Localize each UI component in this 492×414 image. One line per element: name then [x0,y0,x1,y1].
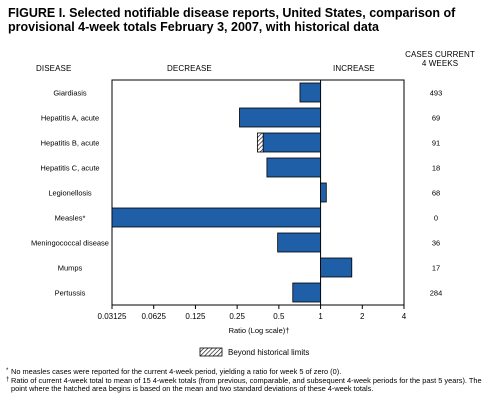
disease-label: Hepatitis C, acute [40,164,99,173]
x-tick-label: 0.25 [229,312,245,321]
disease-label: Legionellosis [48,189,92,198]
cases-count: 68 [432,189,440,198]
footnote-mark: † [6,376,10,383]
disease-label: Measles* [55,214,86,223]
legend-hatch-swatch [199,347,223,357]
x-tick-label: 2 [360,312,365,321]
cases-header-line2: 4 WEEKS [421,59,459,68]
x-tick-label: 0.0625 [141,312,166,321]
disease-label: Mumps [58,264,83,273]
bar [111,207,321,228]
bar [320,257,353,278]
disease-column-header: DISEASE [36,64,72,73]
cases-count: 17 [432,264,440,273]
x-axis-label: Ratio (Log scale)† [229,326,290,335]
x-tick-label: 0.125 [185,312,206,321]
footnote-text: Ratio of current 4-week total to mean of… [11,375,482,394]
footnote-measles: * No measles cases were reported for the… [6,367,486,377]
cases-count: 493 [430,89,443,98]
cases-count: 0 [434,214,438,223]
cases-count: 284 [430,289,443,298]
bar [277,232,321,253]
cases-count: 69 [432,114,440,123]
increase-header: INCREASE [333,64,375,73]
x-tick-label: 4 [402,312,407,321]
disease-label: Giardiasis [53,89,87,98]
x-tick-label: 0.5 [273,312,285,321]
bar-hatched [256,132,264,153]
x-tick-label: 0.03125 [98,312,127,321]
disease-label: Hepatitis B, acute [41,139,100,148]
decrease-header: DECREASE [167,64,212,73]
bar [262,132,321,153]
footnote-text: No measles cases were reported for the c… [11,367,342,376]
footnote-mark: * [6,368,9,374]
footnote-ratio: † Ratio of current 4-week total to mean … [6,375,486,394]
bar [266,157,321,178]
x-tick-label: 1 [318,312,323,321]
figure-title: FIGURE I. Selected notifiable disease re… [8,6,456,34]
plot-frame [111,79,405,306]
footnotes: * No measles cases were reported for the… [6,367,486,394]
disease-label: Hepatitis A, acute [41,114,99,123]
cases-count: 91 [432,139,440,148]
legend-label: Beyond historical limits [228,348,309,357]
cases-column-header: CASES CURRENT 4 WEEKS [397,50,483,68]
cases-count: 18 [432,164,440,173]
bar [239,107,321,128]
bar [320,182,327,203]
cases-count: 36 [432,239,440,248]
disease-label: Meningococcal disease [31,239,109,248]
disease-label: Pertussis [55,289,86,298]
bar [292,282,321,303]
bar [299,82,321,103]
cases-header-line1: CASES CURRENT [405,50,475,59]
